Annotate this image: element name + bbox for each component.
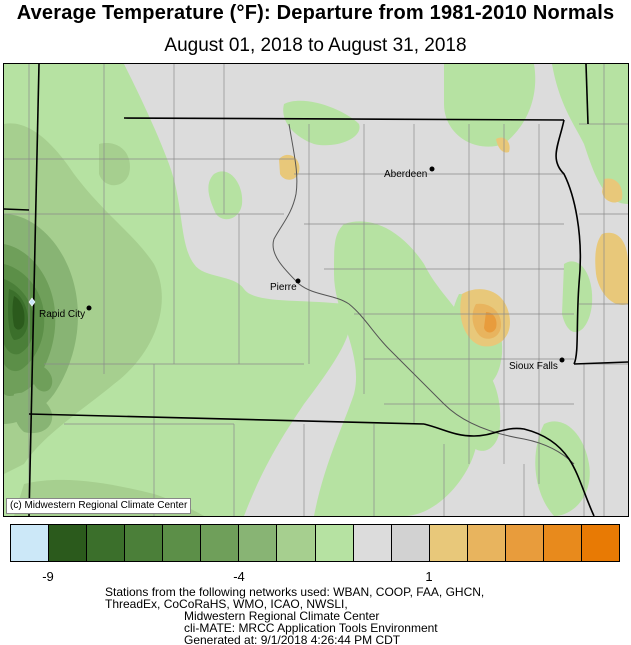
legend-swatch-6 [239,525,278,561]
sioux-falls-marker [559,357,565,363]
blue-diamond-marker [28,297,36,307]
aberdeen-marker [429,166,435,172]
county-lines [4,64,628,516]
map-title: Average Temperature (°F): Departure from… [16,2,615,24]
dark-green-regions [4,214,78,434]
legend-label-minus-4: -4 [233,569,245,584]
legend-swatch-3 [125,525,164,561]
legend-swatch-14 [543,525,582,561]
legend-swatch-5 [201,525,240,561]
state-borders [4,64,628,516]
light-green-regions [4,64,628,516]
city-label-aberdeen: Aberdeen [384,169,428,180]
city-label-rapid-city: Rapid City [39,309,86,320]
footer-generated: Generated at: 9/1/2018 4:26:44 PM CDT [184,633,401,645]
legend-swatch-7 [277,525,316,561]
city-markers [28,166,565,363]
legend-swatch-2 [87,525,126,561]
color-legend [10,524,620,562]
footer-mrcc: Midwestern Regional Climate Center [184,609,380,623]
legend-swatch-10 [391,525,430,561]
legend-swatch-15 [581,525,619,561]
footer-climate: cli-MATE: MRCC Application Tools Environ… [184,621,438,635]
city-label-pierre: Pierre [270,282,297,293]
legend-swatch-12 [467,525,506,561]
missouri-river [272,123,575,465]
footer-networks-line1: Stations from the following networks use… [105,585,485,599]
legend-swatch-1 [49,525,88,561]
legend-swatch-8 [315,525,354,561]
legend-swatch-4 [163,525,202,561]
legend-swatch-11 [429,525,468,561]
legend-swatch-0 [11,525,50,561]
legend-label-1: 1 [425,569,433,584]
warm-regions [279,137,628,347]
footer-networks-line2: ThreadEx, CoCoRaHS, WMO, ICAO, NWSLI, [105,597,348,611]
temperature-departure-map: Aberdeen Pierre Rapid City Sioux Falls (… [3,63,629,517]
city-label-sioux-falls: Sioux Falls [509,361,558,372]
map-subtitle: August 01, 2018 to August 31, 2018 [164,35,467,56]
rapid-city-marker [86,305,92,311]
legend-swatch-13 [505,525,544,561]
map-svg [4,64,628,516]
pierre-marker [295,278,301,284]
legend-swatch-9 [353,525,392,561]
map-credit: (c) Midwestern Regional Climate Center [6,498,192,514]
legend-label-minus-9: -9 [42,569,54,584]
